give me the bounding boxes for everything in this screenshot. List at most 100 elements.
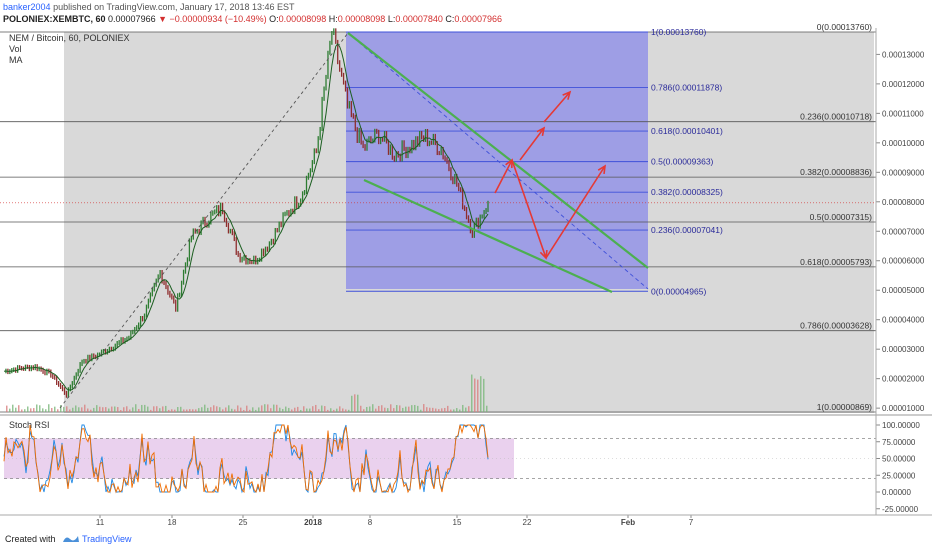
volume-bar xyxy=(75,405,77,412)
legend-ma[interactable]: MA xyxy=(9,55,23,65)
fib-level-label: 0.382(0.00008325) xyxy=(651,187,723,197)
volume-bar xyxy=(366,406,368,412)
volume-bar xyxy=(21,409,23,412)
author-link[interactable]: banker2004 xyxy=(3,2,51,12)
volume-bar xyxy=(420,409,422,412)
stoch-tick-label: 50.00000 xyxy=(882,455,916,464)
volume-bar xyxy=(348,409,350,412)
lower-wedge-line[interactable] xyxy=(363,178,613,294)
volume-bar xyxy=(243,409,245,412)
volume-bar xyxy=(291,409,293,412)
volume-bar xyxy=(312,406,314,412)
volume-bar xyxy=(399,405,401,412)
volume-bar xyxy=(411,405,413,412)
volume-bar xyxy=(456,408,458,412)
fib-level-label: 0.382(0.00008836) xyxy=(800,167,872,177)
volume-bar xyxy=(369,406,371,412)
volume-bar xyxy=(240,407,242,412)
volume-bar xyxy=(279,407,281,412)
volume-bar xyxy=(264,404,266,412)
volume-bar xyxy=(99,406,101,412)
volume-bar xyxy=(162,406,164,412)
upper-wedge-line[interactable] xyxy=(347,32,649,269)
trend-dashed-line[interactable] xyxy=(59,32,349,409)
volume-bar xyxy=(480,376,482,412)
forecast-arrow-down[interactable] xyxy=(511,159,547,259)
fib-trend-line[interactable] xyxy=(347,32,649,290)
volume-bar xyxy=(426,407,428,412)
volume-bar xyxy=(237,405,239,412)
volume-bar xyxy=(234,409,236,412)
stoch-d-line[interactable] xyxy=(3,424,489,494)
legend-volume[interactable]: Vol xyxy=(9,44,22,54)
volume-bar xyxy=(486,405,488,412)
volume-bar xyxy=(387,408,389,412)
y-tick-label: 0.00011000 xyxy=(882,109,924,118)
volume-bar xyxy=(408,406,410,412)
volume-bar xyxy=(429,407,431,412)
volume-bar xyxy=(189,409,191,412)
volume-bar xyxy=(438,409,440,412)
forecast-arrow-up-1[interactable] xyxy=(494,159,513,194)
fib-level-label: 0.618(0.00005793) xyxy=(800,257,872,267)
symbol-label[interactable]: POLONIEX:XEMBTC, 60 xyxy=(3,14,106,24)
volume-bar xyxy=(444,407,446,412)
down-arrow-icon: ▼ xyxy=(158,14,168,24)
volume-bar xyxy=(69,409,71,412)
fib-level-label: 0.236(0.00010718) xyxy=(800,112,872,122)
volume-bar xyxy=(402,407,404,412)
arrow-head-icon xyxy=(597,164,606,175)
volume-bar xyxy=(9,408,11,412)
forecast-arrow-up-2[interactable] xyxy=(545,165,606,259)
forecast-arrow-up-3[interactable] xyxy=(519,127,545,161)
volume-bar xyxy=(87,408,89,412)
volume-bar xyxy=(324,406,326,412)
y-tick-label: 0.00010000 xyxy=(882,139,925,148)
low-value: 0.00007840 xyxy=(395,14,443,24)
last-price: 0.00007966 xyxy=(108,14,156,24)
fib-level-label: 0.786(0.00011878) xyxy=(651,82,722,92)
tradingview-brand[interactable]: TradingView xyxy=(82,534,132,544)
volume-bar xyxy=(273,404,275,412)
volume-bar xyxy=(219,407,221,412)
volume-bar xyxy=(183,409,185,412)
forecast-arrow-up-4[interactable] xyxy=(543,91,571,123)
fib-level-label: 0.5(0.00007315) xyxy=(810,212,873,222)
close-value: 0.00007966 xyxy=(454,14,502,24)
chart-header: banker2004 published on TradingView.com,… xyxy=(0,0,932,28)
open-value: 0.00008098 xyxy=(278,14,327,24)
volume-bar xyxy=(165,405,167,412)
volume-bar xyxy=(120,409,122,412)
volume-bar xyxy=(357,394,359,412)
volume-bar xyxy=(267,404,269,412)
volume-bar xyxy=(423,404,425,412)
x-tick-label: 18 xyxy=(168,518,177,527)
volume-bar xyxy=(105,407,107,412)
y-tick-label: 0.00012000 xyxy=(882,80,925,89)
volume-bar xyxy=(345,409,347,412)
volume-bar xyxy=(150,409,152,412)
volume-bar xyxy=(57,409,59,412)
volume-bar xyxy=(147,406,149,412)
volume-bar xyxy=(153,406,155,412)
volume-bar xyxy=(123,407,125,412)
y-tick-label: 0.00008000 xyxy=(882,198,925,207)
stoch-k-line[interactable] xyxy=(3,424,489,494)
y-tick-label: 0.00007000 xyxy=(882,227,925,236)
volume-bar xyxy=(168,409,170,412)
stoch-legend[interactable]: Stoch RSI xyxy=(9,420,50,430)
fib-level-label: 0.786(0.00003628) xyxy=(800,321,872,331)
created-with-label: Created with xyxy=(5,534,56,544)
volume-bar xyxy=(48,404,50,412)
stoch-tick-label: 25.00000 xyxy=(882,471,916,480)
tradingview-logo-icon[interactable] xyxy=(62,533,80,545)
volume-bar xyxy=(204,404,206,412)
volume-bar xyxy=(108,408,110,412)
volume-bar xyxy=(51,407,53,412)
volume-bar xyxy=(159,408,161,412)
moving-average-line[interactable] xyxy=(3,42,489,391)
volume-bar xyxy=(228,405,230,412)
volume-bar xyxy=(138,408,140,412)
legend-title[interactable]: NEM / Bitcoin, 60, POLONIEX xyxy=(9,33,130,43)
